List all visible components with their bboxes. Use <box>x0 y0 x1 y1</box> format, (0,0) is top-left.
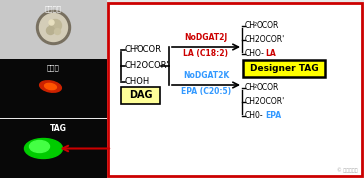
Bar <box>0 59 107 118</box>
Text: OCOR: OCOR <box>257 22 279 30</box>
Text: CH2OCOR': CH2OCOR' <box>125 62 170 70</box>
Bar <box>0 119 107 178</box>
Text: 2: 2 <box>135 45 138 50</box>
Text: 叶绿素: 叶绿素 <box>47 64 60 71</box>
Text: CH0-: CH0- <box>245 111 264 121</box>
Text: NoDGAT2J: NoDGAT2J <box>185 33 228 43</box>
Circle shape <box>49 20 54 25</box>
Text: DAG: DAG <box>129 90 153 100</box>
Ellipse shape <box>40 81 62 92</box>
Text: 微藻细胞: 微藻细胞 <box>45 5 62 12</box>
Circle shape <box>40 14 67 41</box>
Text: CH2OCOR': CH2OCOR' <box>245 35 285 44</box>
Text: LA: LA <box>265 49 276 59</box>
Ellipse shape <box>44 83 56 90</box>
Text: NoDGAT2K: NoDGAT2K <box>183 72 229 80</box>
Text: CH: CH <box>245 22 256 30</box>
FancyBboxPatch shape <box>122 87 161 103</box>
FancyBboxPatch shape <box>243 60 325 77</box>
Text: CH: CH <box>125 46 137 54</box>
Circle shape <box>36 11 71 44</box>
Text: CH: CH <box>245 83 256 93</box>
Text: LA (C18:2): LA (C18:2) <box>183 49 229 58</box>
Text: OCOR: OCOR <box>257 83 279 93</box>
Text: 2: 2 <box>254 22 257 27</box>
Bar <box>108 3 362 176</box>
Circle shape <box>55 28 60 35</box>
Bar <box>0 0 107 59</box>
Text: 2: 2 <box>254 83 257 88</box>
Text: EPA (C20:5): EPA (C20:5) <box>181 87 231 96</box>
Ellipse shape <box>24 138 63 158</box>
Text: CHO-: CHO- <box>245 49 265 59</box>
Text: Designer TAG: Designer TAG <box>250 64 318 73</box>
Text: © 中国高科技: © 中国高科技 <box>337 167 358 173</box>
Circle shape <box>47 27 55 35</box>
Text: TAG: TAG <box>50 124 67 133</box>
Text: EPA: EPA <box>265 111 281 121</box>
Ellipse shape <box>29 140 50 153</box>
Text: OCOR: OCOR <box>137 46 162 54</box>
Circle shape <box>50 20 62 32</box>
Text: CHOH: CHOH <box>125 77 150 87</box>
Text: CH2OCOR': CH2OCOR' <box>245 98 285 106</box>
